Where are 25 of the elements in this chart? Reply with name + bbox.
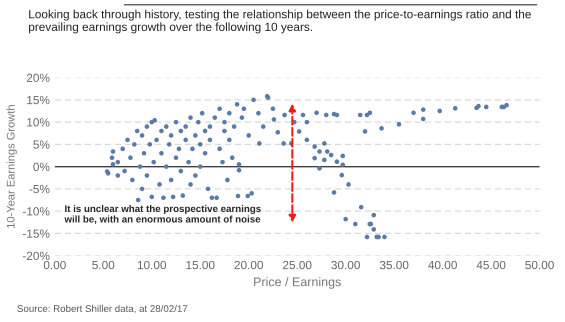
x-tick-label: 40.00 (428, 260, 457, 270)
x-axis-title: Price / Earnings (254, 277, 341, 289)
x-tick-label: 25.00 (283, 260, 312, 270)
source-note: Source: Robert Shiller data, at 28/02/17 (17, 304, 188, 314)
y-tick-label: 15% (27, 96, 50, 104)
x-tick-label: 10.00 (138, 260, 166, 270)
y-tick-label: -5% (29, 184, 50, 194)
x-tick-label: 0.00 (44, 260, 66, 270)
y-tick-label: -15% (22, 229, 50, 238)
x-tick-label: 45.00 (476, 260, 506, 270)
x-tick-label: 20.00 (234, 260, 264, 270)
y-tick-label: 5% (33, 140, 50, 149)
x-tick-label: 35.00 (380, 260, 408, 270)
y-tick-label: -20% (22, 252, 50, 260)
y-tick-label: 0% (33, 162, 50, 172)
y-tick-label: -10% (22, 207, 50, 216)
x-tick-label: 50.00 (525, 260, 554, 270)
x-tick-label: 15.00 (186, 260, 215, 270)
y-tick-label: 20% (26, 74, 50, 82)
annotation: It is unclear what the prospective earnings will be, with an enormous amount of noise (64, 204, 261, 224)
y-tick-label: 10% (27, 118, 50, 127)
x-tick-label: 30.00 (331, 260, 360, 270)
chart-title: Looking back through history, testing the relationship between the price-to-earnings ratio and the prevailing earnings growth over the following 10 years. (29, 10, 531, 34)
x-tick-label: 5.00 (92, 260, 114, 270)
y-axis-title: 10-Year Earnings Growth (6, 105, 17, 228)
